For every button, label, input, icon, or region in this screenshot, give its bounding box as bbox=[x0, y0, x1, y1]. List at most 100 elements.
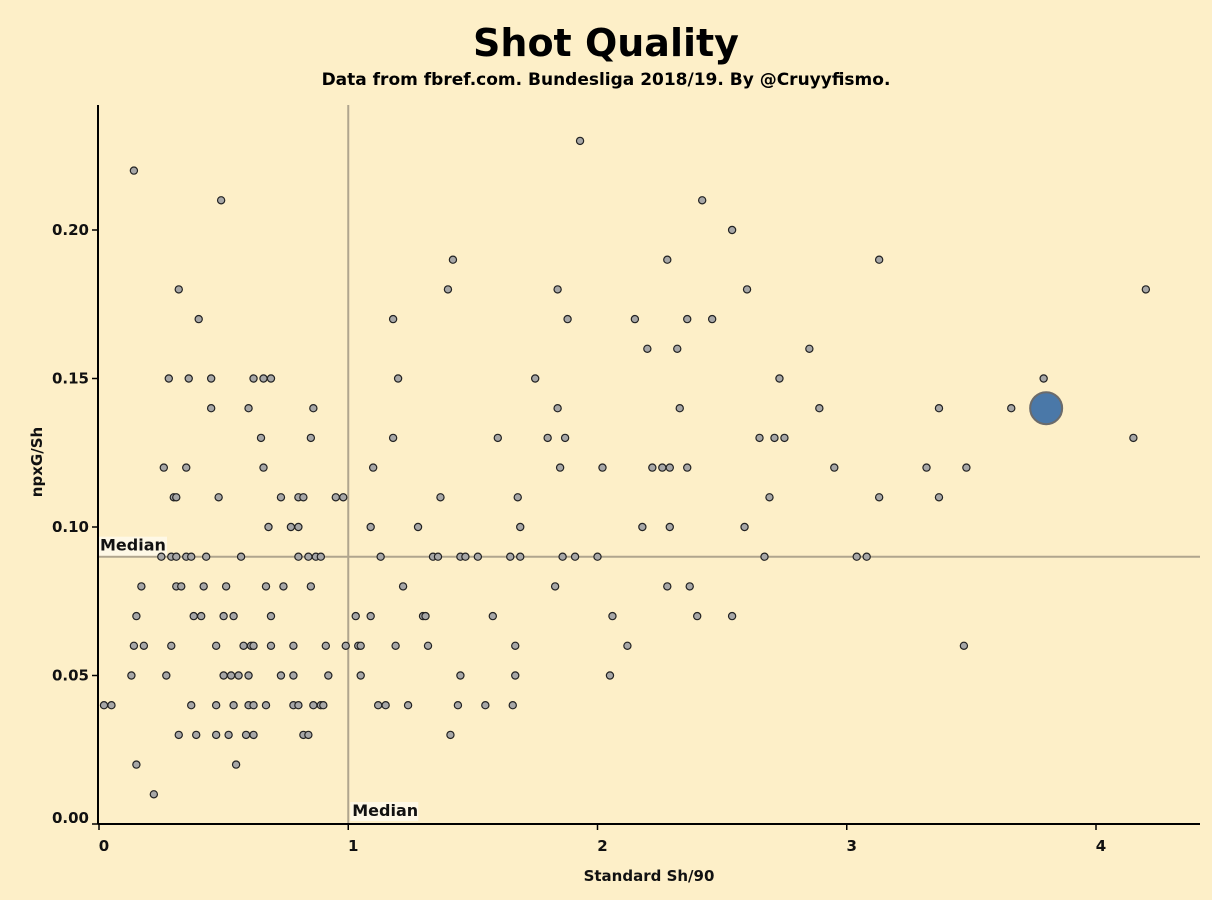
scatter-point bbox=[187, 701, 196, 710]
scatter-point bbox=[493, 433, 502, 443]
scatter-point bbox=[934, 404, 944, 413]
y-tick-label: 0.00 bbox=[52, 809, 89, 827]
scatter-point bbox=[174, 730, 183, 740]
scatter-point bbox=[553, 285, 562, 294]
scatter-point bbox=[623, 641, 632, 651]
scatter-point bbox=[593, 552, 602, 561]
scatter-point bbox=[605, 671, 615, 680]
scatter-point bbox=[276, 671, 286, 680]
scatter-point bbox=[162, 671, 171, 680]
scatter-point bbox=[436, 493, 445, 502]
scatter-point bbox=[815, 404, 824, 413]
scatter-point bbox=[192, 730, 201, 740]
scatter-point bbox=[443, 285, 453, 294]
scatter-point bbox=[294, 522, 303, 532]
scatter-point bbox=[184, 374, 193, 383]
scatter-point bbox=[508, 701, 517, 710]
scatter-point bbox=[132, 760, 141, 769]
scatter-point bbox=[381, 701, 390, 710]
scatter-point bbox=[1141, 285, 1151, 294]
y-tick-label: 0.20 bbox=[52, 221, 89, 239]
x-tick-label: 2 bbox=[597, 837, 607, 855]
scatter-point bbox=[279, 582, 288, 591]
scatter-point bbox=[276, 493, 286, 502]
scatter-point bbox=[149, 790, 159, 799]
x-tick-label: 1 bbox=[348, 837, 358, 855]
scatter-point bbox=[446, 730, 455, 740]
scatter-point bbox=[244, 404, 253, 413]
scatter-point bbox=[366, 522, 375, 532]
scatter-point bbox=[481, 701, 490, 710]
axis-ticks: 0 1 2 3 4 0.00 0.05 0.10 0.15 0.20 bbox=[52, 221, 1106, 855]
scatter-point bbox=[575, 136, 585, 146]
scatter-point bbox=[249, 641, 258, 651]
scatter-point bbox=[159, 463, 169, 472]
scatter-point bbox=[172, 493, 181, 502]
x-tick-label: 4 bbox=[1096, 837, 1106, 855]
scatter-point bbox=[259, 374, 268, 383]
scatter-point bbox=[174, 285, 183, 294]
scatter-point bbox=[959, 641, 969, 651]
scatter-point bbox=[324, 671, 333, 680]
scatter-point bbox=[261, 582, 271, 591]
scatter-point bbox=[356, 671, 365, 680]
scatter-point bbox=[331, 493, 340, 502]
scatter-point bbox=[506, 552, 515, 561]
scatter-point bbox=[658, 463, 667, 472]
scatter-point bbox=[294, 552, 303, 561]
y-axis-label: npxG/Sh bbox=[28, 427, 46, 497]
scatter-point bbox=[226, 671, 236, 680]
scatter-point bbox=[555, 463, 565, 472]
scatter-point bbox=[433, 552, 443, 561]
scatter-point bbox=[473, 552, 483, 561]
x-tick-label: 3 bbox=[847, 837, 857, 855]
scatter-point bbox=[196, 611, 206, 621]
scatter-point bbox=[553, 404, 562, 413]
scatter-point bbox=[299, 493, 308, 502]
scatter-point bbox=[513, 493, 522, 502]
highlighted-point bbox=[1029, 391, 1064, 426]
scatter-point bbox=[560, 433, 570, 443]
scatter-point bbox=[236, 552, 246, 561]
scatter-point bbox=[316, 552, 326, 561]
scatter-point bbox=[206, 374, 216, 383]
scatter-point bbox=[665, 463, 674, 472]
scatter-point bbox=[341, 641, 350, 651]
scatter-point bbox=[321, 641, 331, 651]
scatter-point bbox=[530, 374, 540, 383]
scatter-point bbox=[453, 701, 463, 710]
scatter-point bbox=[388, 314, 398, 324]
scatter-point bbox=[139, 641, 149, 651]
scatter-point bbox=[648, 463, 657, 472]
scatter-point bbox=[852, 552, 861, 561]
scatter-point bbox=[775, 374, 784, 383]
scatter-point bbox=[356, 641, 365, 651]
scatter-point bbox=[129, 166, 139, 175]
scatter-point bbox=[309, 404, 318, 413]
scatter-point bbox=[286, 522, 296, 532]
scatter-point bbox=[249, 374, 258, 383]
scatter-point bbox=[421, 611, 430, 621]
scatter-point bbox=[683, 314, 692, 324]
scatter-point bbox=[403, 701, 413, 710]
scatter-point bbox=[862, 552, 871, 561]
scatter-point bbox=[99, 701, 109, 710]
scatter-point bbox=[543, 433, 552, 443]
scatter-point bbox=[376, 552, 385, 561]
scatter-point bbox=[127, 671, 136, 680]
scatter-point bbox=[874, 493, 884, 502]
scatter-point bbox=[229, 611, 238, 621]
scatter-point bbox=[727, 225, 737, 235]
scatter-point bbox=[665, 522, 674, 532]
scatter-point bbox=[339, 493, 348, 502]
scatter-point bbox=[1007, 404, 1016, 413]
scatter-point bbox=[398, 582, 408, 591]
scatter-point bbox=[805, 344, 814, 353]
scatter-point bbox=[570, 552, 580, 561]
scatter-point bbox=[685, 582, 694, 591]
scatter-point bbox=[319, 701, 328, 710]
scatter-point bbox=[707, 314, 717, 324]
scatter-point bbox=[164, 374, 173, 383]
scatter-point bbox=[742, 285, 752, 294]
